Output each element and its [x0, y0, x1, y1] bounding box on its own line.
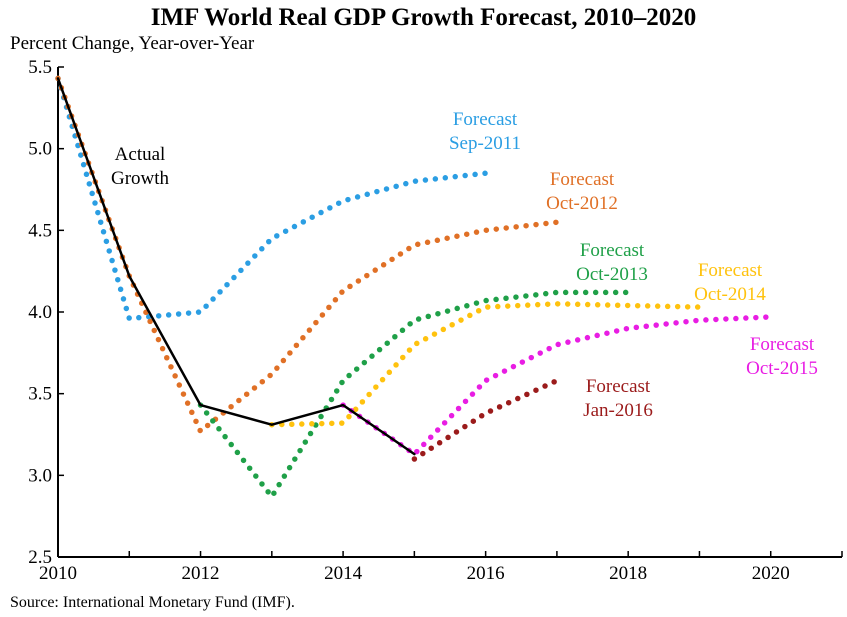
series-label-line: Growth [111, 168, 170, 189]
series-label-line: Forecast [580, 240, 645, 261]
series-line-forecast-oct-2015 [340, 314, 774, 457]
y-tick-label: 3.5 [28, 384, 52, 405]
series-label-line: Forecast [698, 260, 763, 281]
series-label-line: Oct-2015 [746, 358, 818, 379]
series-label-actual-growth: Actual Growth [111, 144, 170, 189]
series-label-forecast-oct-2013: Forecast Oct-2013 [576, 240, 648, 285]
series-label-line: Forecast [750, 334, 815, 355]
chart-title: IMF World Real GDP Growth Forecast, 2010… [150, 4, 697, 31]
x-tick-label: 2016 [467, 563, 505, 584]
series-line-forecast-oct-2014 [269, 301, 703, 428]
x-tick-label: 2018 [609, 563, 647, 584]
source-note: Source: International Monetary Fund (IMF… [10, 594, 295, 611]
series-label-forecast-sep-2011: Forecast Sep-2011 [449, 109, 521, 154]
series-label-line: Oct-2013 [576, 264, 648, 285]
x-tick-label: 2020 [752, 563, 790, 584]
x-tick-label: 2014 [324, 563, 363, 584]
x-tick-label: 2010 [39, 563, 77, 584]
y-tick-label: 4.0 [28, 302, 52, 323]
series-label-forecast-oct-2012: Forecast Oct-2012 [546, 169, 618, 214]
series-line-forecast-jan-2016 [411, 377, 560, 462]
series-label-line: Actual [115, 144, 166, 165]
y-tick-label: 3.0 [28, 465, 52, 486]
series-line-forecast-oct-2012 [55, 75, 560, 434]
series-label-forecast-jan-2016: Forecast Jan-2016 [583, 376, 653, 421]
series-label-line: Forecast [453, 109, 518, 130]
series-label-line: Oct-2012 [546, 193, 618, 214]
series-line-forecast-oct-2013 [197, 289, 631, 500]
series-line-forecast-sep-2011 [55, 75, 489, 322]
series-label-forecast-oct-2014: Forecast Oct-2014 [694, 260, 766, 305]
series-label-line: Forecast [586, 376, 651, 397]
series-label-line: Oct-2014 [694, 284, 766, 305]
series-label-line: Sep-2011 [449, 133, 521, 154]
series-label-forecast-oct-2015: Forecast Oct-2015 [746, 334, 818, 379]
series-label-line: Jan-2016 [583, 400, 653, 421]
y-tick-label: 5.5 [28, 57, 52, 78]
y-tick-label: 5.0 [28, 139, 52, 160]
series-line-actual-growth [56, 77, 416, 456]
series-label-line: Forecast [550, 169, 615, 190]
y-tick-label: 4.5 [28, 220, 52, 241]
x-tick-label: 2012 [182, 563, 220, 584]
y-axis-label: Percent Change, Year-over-Year [10, 33, 255, 54]
y-tick-label: 2.5 [28, 547, 52, 568]
